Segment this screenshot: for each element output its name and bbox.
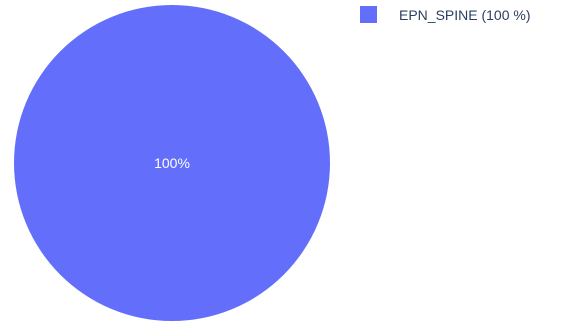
pie-slice-percent-label: 100% (154, 155, 190, 171)
legend-item-label[interactable]: EPN_SPINE (100 %) (399, 7, 531, 23)
pie-slice-epn-spine[interactable] (14, 5, 330, 321)
legend-swatch[interactable] (360, 6, 377, 23)
pie-slice-labels: 100% (154, 155, 190, 171)
legend[interactable]: EPN_SPINE (100 %) (360, 6, 531, 23)
pie-slices (14, 5, 330, 321)
